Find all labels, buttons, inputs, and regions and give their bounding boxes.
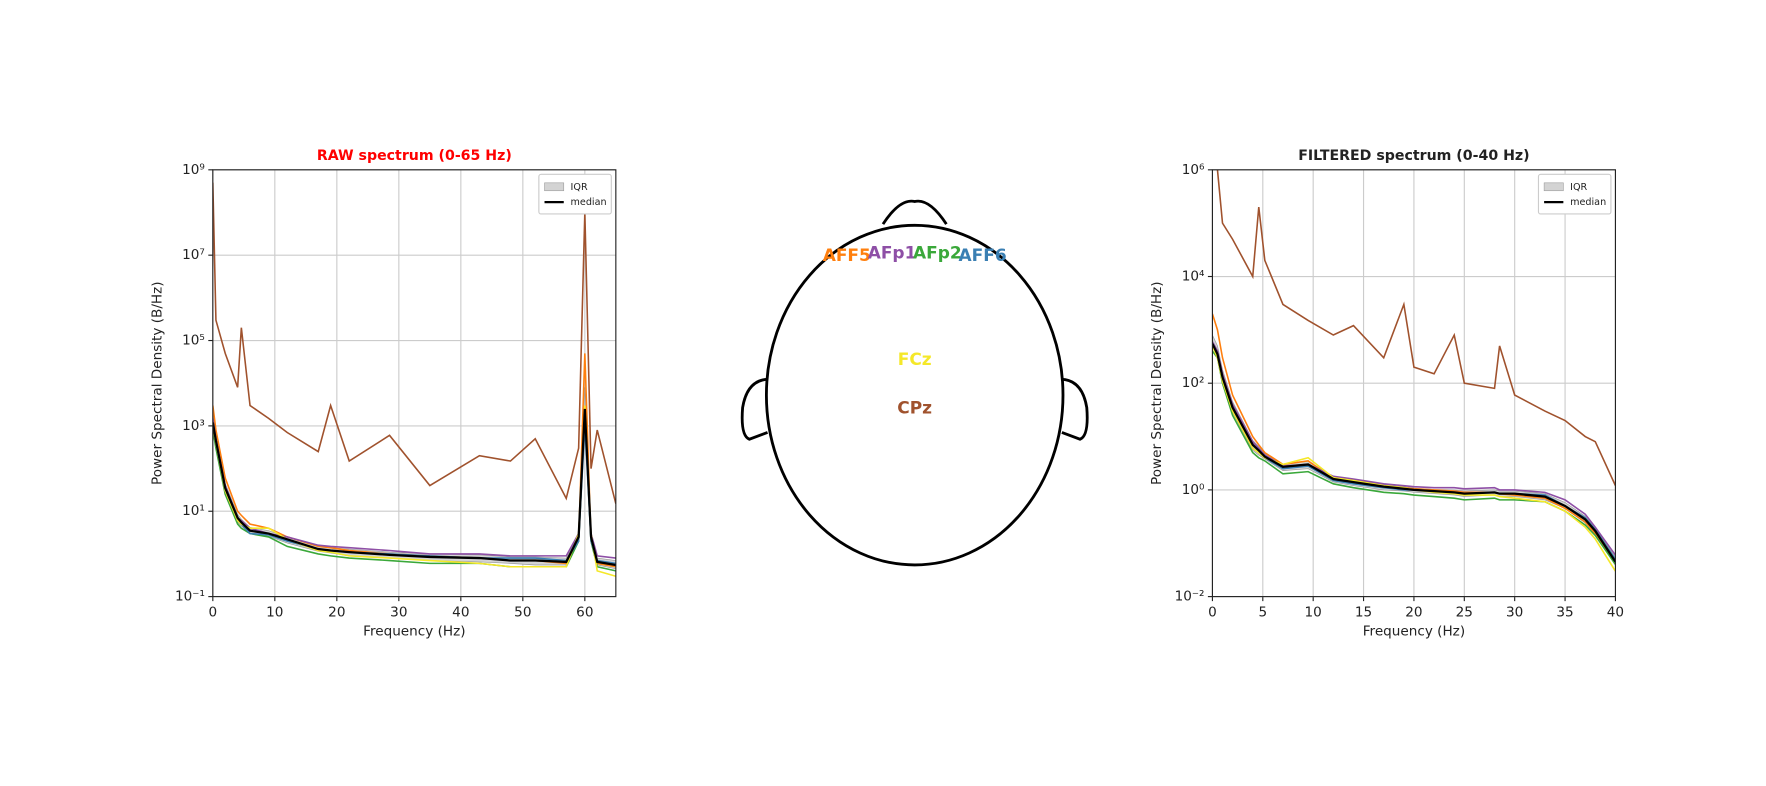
y-tick-label: 10⁻² [1175, 589, 1205, 605]
head [740, 199, 1089, 567]
sensor-label: AFp2 [913, 244, 962, 264]
y-axis-label: Power Spectral Density (B/Hz) [149, 281, 165, 485]
median-line [1212, 343, 1616, 563]
y-tick-label: 10¹ [182, 503, 205, 519]
chart-title: RAW spectrum (0-65 Hz) [317, 148, 512, 164]
y-axis-label: Power Spectral Density (B/Hz) [1149, 281, 1165, 485]
legend-swatch [544, 182, 565, 192]
x-tick-label: 0 [1208, 604, 1217, 620]
legend-label: median [571, 197, 607, 208]
sensor-label: AFF5 [823, 246, 871, 266]
x-tick-label: 40 [452, 604, 469, 620]
x-tick-label: 30 [1506, 604, 1523, 620]
x-tick-label: 5 [1258, 604, 1267, 620]
sensor-label: CPz [897, 399, 932, 419]
y-tick-label: 10⁻¹ [175, 589, 205, 605]
plot-area [212, 182, 616, 577]
y-tick-label: 10² [1182, 375, 1205, 391]
channel-line [212, 182, 616, 504]
channel-line [212, 418, 616, 572]
channel-line [212, 405, 616, 577]
channel-line [212, 425, 616, 565]
y-tick-label: 10⁵ [182, 333, 205, 349]
x-tick-label: 60 [576, 604, 593, 620]
y-tick-label: 10⁶ [1182, 162, 1205, 178]
axes-frame [1211, 169, 1617, 598]
x-tick-label: 35 [1556, 604, 1573, 620]
chart-title: FILTERED spectrum (0-40 Hz) [1298, 148, 1529, 164]
x-tick-label: 0 [209, 604, 218, 620]
legend-swatch [1543, 182, 1564, 192]
x-tick-label: 10 [266, 604, 283, 620]
x-tick-label: 10 [1305, 604, 1322, 620]
axes-frame [212, 169, 617, 598]
left-ear [740, 377, 769, 441]
channel-line [1216, 169, 1616, 487]
x-tick-label: 15 [1355, 604, 1372, 620]
y-tick-label: 10⁹ [182, 162, 205, 178]
right-ear [1061, 377, 1089, 441]
sensor-label: AFp1 [868, 244, 917, 264]
x-tick-label: 25 [1456, 604, 1473, 620]
x-tick-label: 20 [328, 604, 345, 620]
legend-label: IQR [1570, 182, 1587, 193]
head-outline [764, 223, 1065, 567]
channel-line [212, 353, 616, 568]
legend-label: IQR [571, 182, 588, 193]
x-axis-label: Frequency (Hz) [363, 624, 465, 640]
x-tick-label: 20 [1405, 604, 1422, 620]
y-tick-label: 10⁷ [182, 247, 205, 263]
sensor-label: FCz [898, 350, 932, 370]
nose [881, 199, 948, 225]
y-tick-label: 10⁰ [1182, 482, 1205, 498]
y-tick-label: 10⁴ [1182, 269, 1205, 285]
median-line [212, 408, 616, 567]
sensor-label: AFF6 [959, 246, 1007, 266]
plot-area [1212, 169, 1616, 572]
x-tick-label: 40 [1607, 604, 1624, 620]
x-tick-label: 30 [390, 604, 407, 620]
channel-line [1212, 341, 1616, 556]
x-axis-label: Frequency (Hz) [1363, 624, 1465, 640]
legend-label: median [1570, 197, 1606, 208]
x-tick-label: 50 [514, 604, 531, 620]
y-tick-label: 10³ [182, 418, 205, 434]
